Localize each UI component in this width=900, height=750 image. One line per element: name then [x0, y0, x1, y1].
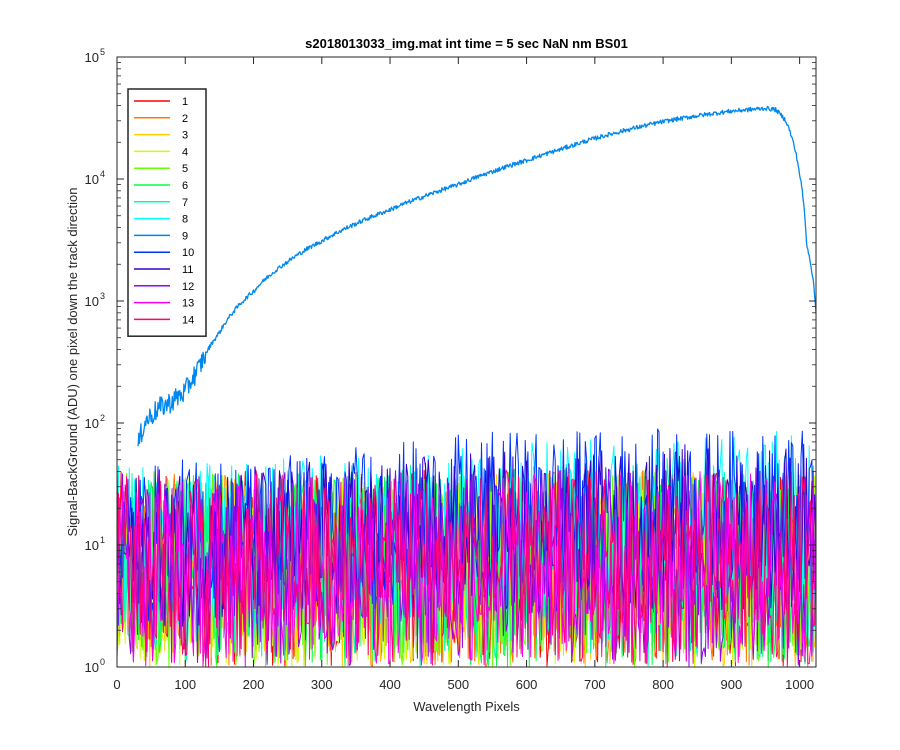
legend-label-8: 8: [182, 214, 188, 226]
legend-label-11: 11: [182, 264, 193, 276]
x-axis-title: Wavelength Pixels: [413, 699, 520, 714]
x-tick-label: 600: [516, 677, 538, 692]
y-tick-base: 10: [85, 660, 99, 675]
series-layer: [117, 105, 816, 667]
y-tick-base: 10: [85, 294, 99, 309]
plot-frame: [116, 56, 817, 668]
x-tick-label: 900: [721, 677, 743, 692]
legend-box: [127, 88, 207, 337]
legend-label-14: 14: [182, 314, 194, 326]
y-tick-exponent: 0: [100, 657, 105, 667]
y-tick-label: 10 5: [85, 47, 105, 65]
y-tick-label: 10 3: [85, 291, 105, 309]
x-tick-label: 1000: [785, 677, 814, 692]
legend-label-3: 3: [182, 130, 188, 142]
y-tick-exponent: 3: [100, 291, 105, 301]
x-tick-label: 400: [379, 677, 401, 692]
x-tick-label: 300: [311, 677, 333, 692]
y-tick-label: 10 4: [85, 169, 105, 187]
legend-label-13: 13: [182, 298, 194, 310]
y-tick-base: 10: [85, 538, 99, 553]
series-line-9: [137, 105, 816, 447]
legend-label-9: 9: [182, 230, 188, 242]
x-tick-label: 500: [447, 677, 469, 692]
x-tick-label: 800: [652, 677, 674, 692]
y-tick-base: 10: [85, 172, 99, 187]
x-tick-label: 0: [113, 677, 120, 692]
y-axis-title: Signal-BackGround (ADU) one pixel down t…: [65, 187, 80, 536]
y-tick-exponent: 1: [100, 535, 105, 545]
series-line-13: [117, 470, 816, 667]
y-tick-base: 10: [85, 416, 99, 431]
legend-label-1: 1: [182, 96, 188, 108]
legend-label-7: 7: [182, 197, 188, 209]
y-tick-exponent: 2: [100, 413, 105, 423]
legend-label-2: 2: [182, 113, 188, 125]
x-tick-label: 200: [243, 677, 265, 692]
x-tick-label: 700: [584, 677, 606, 692]
series-line-14: [117, 469, 816, 667]
y-tick-label: 10 0: [85, 657, 105, 675]
y-tick-label: 10 2: [85, 413, 105, 431]
chart-title: s2018013033_img.mat int time = 5 sec NaN…: [305, 36, 628, 51]
y-tick-exponent: 5: [100, 47, 105, 57]
legend-label-4: 4: [182, 146, 188, 158]
legend-label-5: 5: [182, 163, 188, 175]
legend-label-10: 10: [182, 247, 194, 259]
y-tick-base: 10: [85, 50, 99, 65]
x-tick-label: 100: [174, 677, 196, 692]
y-tick-label: 10 1: [85, 535, 105, 553]
y-tick-exponent: 4: [100, 169, 105, 179]
legend-label-12: 12: [182, 281, 194, 293]
legend-label-6: 6: [182, 180, 188, 192]
